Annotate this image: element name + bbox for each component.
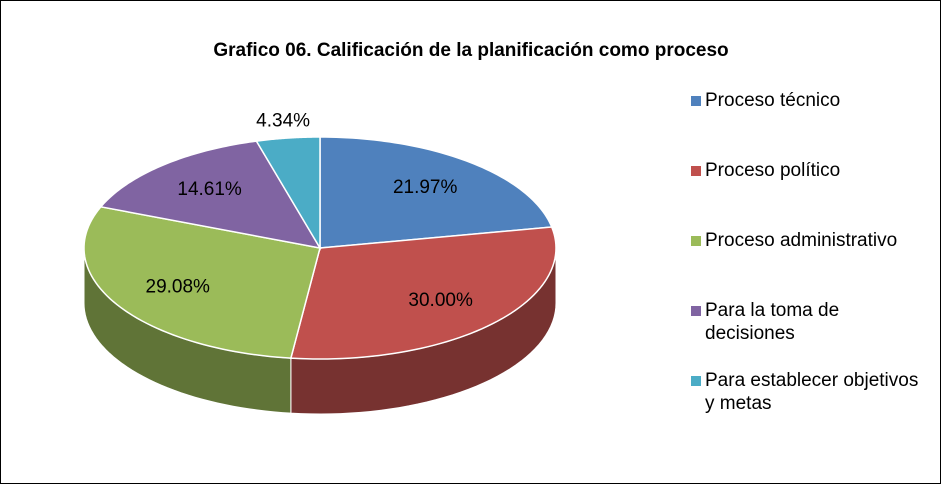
legend: Proceso técnico Proceso político Proceso a… [691,89,931,439]
legend-label: Para establecer objetivos y metas [705,370,919,414]
legend-item: Proceso político [691,159,931,229]
legend-label: Proceso técnico [705,90,841,111]
data-label: 4.34% [256,111,310,132]
data-label: 29.08% [146,277,211,298]
data-label: 14.61% [177,179,242,200]
slice [99,140,322,250]
legend-swatch [691,236,701,246]
legend-item: Para la toma de decisiones [691,299,931,369]
legend-swatch [691,376,701,386]
slice [83,205,321,359]
legend-swatch [691,166,701,176]
legend-swatch [691,306,701,316]
slice [289,226,557,360]
legend-label: Proceso político [705,160,841,181]
legend-label: Proceso administrativo [705,230,898,251]
legend-swatch [691,96,701,106]
slice [255,136,321,251]
legend-item: Proceso administrativo [691,229,931,299]
legend-item: Para establecer objetivos y metas [691,369,931,439]
slice [319,136,553,249]
data-label: 21.97% [393,177,458,198]
data-label: 30.00% [408,290,473,311]
chart-title: Grafico 06. Calificación de la planifica… [213,40,728,61]
legend-item: Proceso técnico [691,89,931,159]
legend-label: Para la toma de decisiones [705,300,840,344]
